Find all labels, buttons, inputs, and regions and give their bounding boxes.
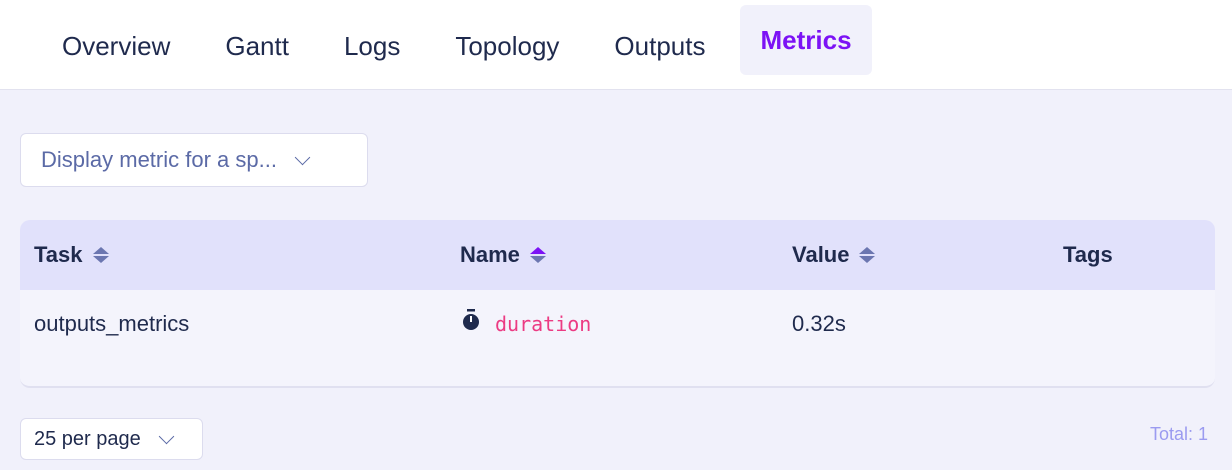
sort-icon <box>859 247 876 263</box>
column-label: Task <box>34 242 83 267</box>
column-label: Name <box>460 242 520 267</box>
metric-select[interactable]: Display metric for a sp... <box>20 133 368 187</box>
column-label: Value <box>792 242 850 267</box>
stopwatch-icon <box>463 309 479 330</box>
chevron-down-icon <box>294 149 311 165</box>
per-page-select[interactable]: 25 per page <box>20 418 203 460</box>
total-count: Total: 1 <box>1149 424 1208 444</box>
column-header-task[interactable]: Task <box>34 220 109 290</box>
column-header-name[interactable]: Name <box>460 220 546 290</box>
tab-outputs[interactable]: Outputs <box>614 30 706 61</box>
chevron-down-icon <box>158 428 175 444</box>
cell-value: 0.32s <box>792 311 846 336</box>
tab-gantt[interactable]: Gantt <box>225 30 289 61</box>
metrics-table: Task Name Value Tags outputs_metrics dur… <box>20 220 1215 388</box>
tab-metrics[interactable]: Metrics <box>740 4 872 75</box>
column-header-tags: Tags <box>1063 220 1113 290</box>
metric-select-value: Display metric for a sp... <box>41 147 277 172</box>
metric-name: duration <box>495 312 592 336</box>
cell-task: outputs_metrics <box>34 311 190 336</box>
cell-name: duration <box>461 290 591 358</box>
column-header-value[interactable]: Value <box>792 220 876 290</box>
sort-asc-icon <box>529 247 546 263</box>
table-header: Task Name Value Tags <box>20 220 1215 290</box>
per-page-value: 25 per page <box>34 427 141 450</box>
sort-icon <box>92 247 109 263</box>
column-label: Tags <box>1063 242 1113 267</box>
tab-logs[interactable]: Logs <box>343 30 401 61</box>
tab-topology[interactable]: Topology <box>455 30 560 61</box>
tab-overview[interactable]: Overview <box>62 30 171 61</box>
tab-bar: Overview Gantt Logs Topology Outputs Met… <box>0 0 1232 90</box>
